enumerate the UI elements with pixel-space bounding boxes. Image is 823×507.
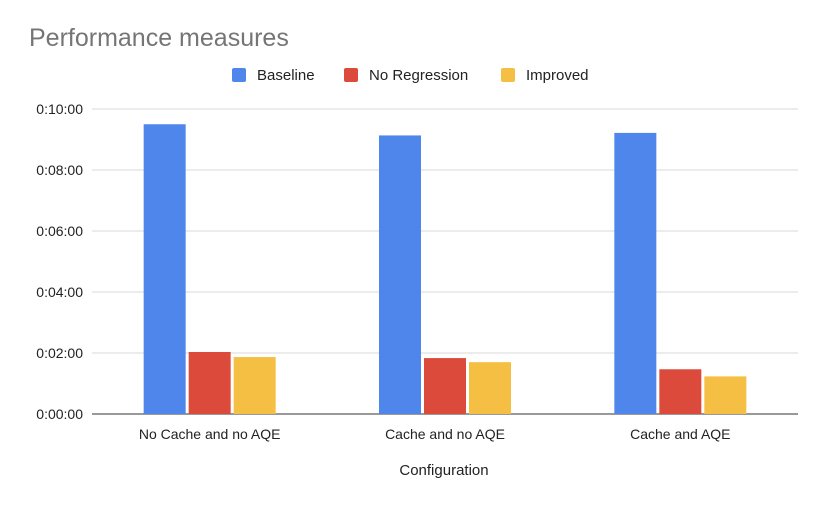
y-tick-label: 0:08:00: [36, 162, 83, 178]
bar-baseline: [379, 135, 421, 414]
legend-swatch: [501, 68, 515, 82]
x-axis-title: Configuration: [399, 462, 488, 479]
y-axis-ticks: 0:00:00 0:02:00 0:04:00 0:06:00 0:08:00 0:10:…: [36, 101, 83, 422]
bar-no-regression: [659, 369, 702, 414]
y-tick-label: 0:06:00: [36, 223, 83, 239]
bar-improved: [469, 362, 511, 414]
bar-improved: [233, 357, 276, 414]
legend-swatch: [344, 68, 358, 82]
bars: [143, 124, 747, 414]
bar-baseline: [614, 132, 657, 414]
y-tick-label: 0:02:00: [36, 345, 83, 361]
bar-no-regression: [188, 351, 231, 414]
bar-no-regression: [424, 358, 466, 414]
y-tick-label: 0:10:00: [36, 101, 83, 117]
legend-label: Baseline: [257, 67, 315, 84]
x-tick-label: No Cache and no AQE: [139, 426, 281, 442]
chart-title: Performance measures: [29, 24, 289, 52]
legend-label: Improved: [526, 67, 589, 84]
legend-swatch: [232, 68, 246, 82]
legend: Baseline No Regression Improved: [232, 67, 589, 84]
legend-label: No Regression: [369, 67, 468, 84]
x-tick-label: Cache and no AQE: [385, 426, 505, 442]
y-tick-label: 0:04:00: [36, 284, 83, 300]
y-tick-label: 0:00:00: [36, 406, 83, 422]
bar-improved: [704, 376, 747, 414]
x-tick-label: Cache and AQE: [630, 426, 730, 442]
bar-baseline: [143, 124, 186, 414]
x-axis-ticks: No Cache and no AQE Cache and no AQE Cache…: [139, 426, 731, 442]
